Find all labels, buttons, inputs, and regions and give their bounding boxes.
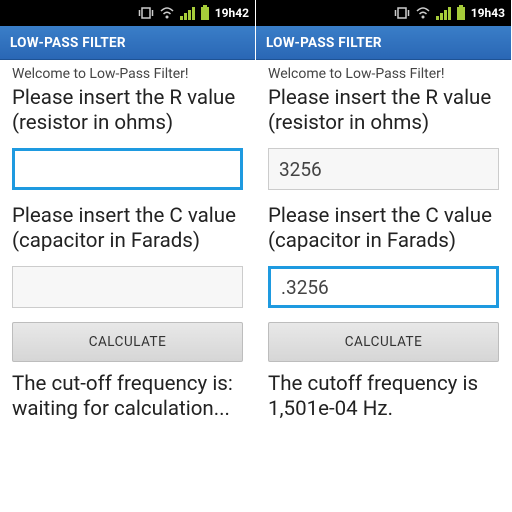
signal-icon — [180, 6, 195, 20]
r-input[interactable] — [12, 148, 243, 190]
result-text: The cutoff frequency is 1,501e-04 Hz. — [268, 372, 499, 422]
result-text: The cut-off frequency is: waiting for ca… — [12, 372, 243, 422]
screen-right: 19h43 LOW-PASS FILTER Welcome to Low-Pas… — [256, 0, 512, 512]
wifi-icon — [415, 6, 431, 20]
battery-icon — [456, 5, 466, 21]
r-prompt: Please insert the R value (resistor in o… — [12, 86, 243, 136]
r-input[interactable] — [268, 148, 499, 190]
app-title: LOW-PASS FILTER — [266, 35, 382, 51]
battery-icon — [200, 5, 210, 21]
c-prompt: Please insert the C value (capacitor in … — [12, 204, 243, 254]
c-prompt: Please insert the C value (capacitor in … — [268, 204, 499, 254]
r-prompt: Please insert the R value (resistor in o… — [268, 86, 499, 136]
welcome-text: Welcome to Low-Pass Filter! — [12, 66, 243, 82]
status-time: 19h42 — [215, 6, 249, 20]
main-content: Welcome to Low-Pass Filter! Please inser… — [0, 60, 255, 512]
app-title-bar: LOW-PASS FILTER — [0, 26, 255, 60]
c-input[interactable] — [268, 266, 499, 308]
status-bar: 19h42 — [0, 0, 255, 26]
main-content: Welcome to Low-Pass Filter! Please inser… — [256, 60, 511, 512]
status-bar: 19h43 — [256, 0, 511, 26]
calculate-button[interactable]: CALCULATE — [12, 322, 243, 362]
vibrate-icon — [394, 6, 410, 20]
status-time: 19h43 — [471, 6, 505, 20]
screen-left: 19h42 LOW-PASS FILTER Welcome to Low-Pas… — [0, 0, 256, 512]
welcome-text: Welcome to Low-Pass Filter! — [268, 66, 499, 82]
app-title: LOW-PASS FILTER — [10, 35, 126, 51]
vibrate-icon — [138, 6, 154, 20]
c-input[interactable] — [12, 266, 243, 308]
app-title-bar: LOW-PASS FILTER — [256, 26, 511, 60]
calculate-button[interactable]: CALCULATE — [268, 322, 499, 362]
wifi-icon — [159, 6, 175, 20]
signal-icon — [436, 6, 451, 20]
